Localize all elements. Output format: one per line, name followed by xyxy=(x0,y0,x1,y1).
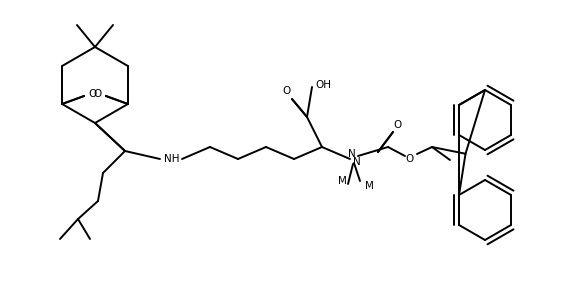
Text: N: N xyxy=(353,157,361,167)
Text: OH: OH xyxy=(315,80,331,90)
Text: M: M xyxy=(338,176,346,186)
Text: M: M xyxy=(365,181,374,191)
Text: O: O xyxy=(394,120,402,130)
Text: NH: NH xyxy=(164,154,180,164)
Text: N: N xyxy=(348,149,356,159)
Text: O: O xyxy=(94,89,102,99)
Text: O: O xyxy=(88,89,96,99)
Text: O: O xyxy=(283,86,291,96)
Text: O: O xyxy=(406,154,414,164)
